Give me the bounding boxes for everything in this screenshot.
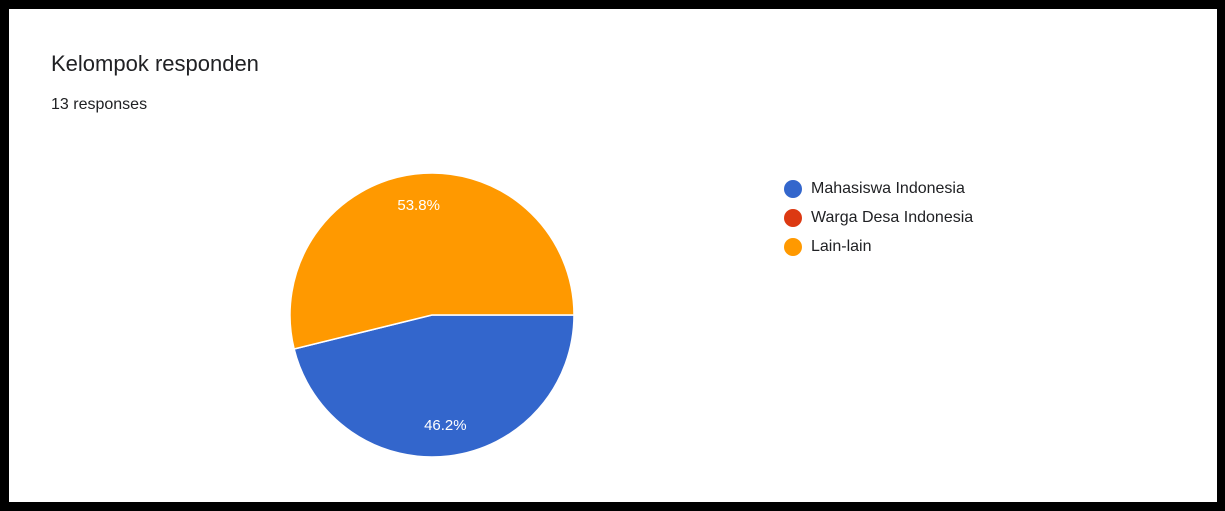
legend-item[interactable]: Warga Desa Indonesia (784, 203, 973, 232)
chart-card: Kelompok responden 13 responses 46.2% 53.… (9, 9, 1217, 502)
legend-item[interactable]: Mahasiswa Indonesia (784, 174, 973, 203)
legend-swatch-icon (784, 237, 802, 256)
slice-percent-label: 53.8% (397, 197, 440, 214)
pie-chart: 46.2% 53.8% (289, 172, 575, 458)
slice-percent-label: 46.2% (424, 417, 467, 434)
response-count: 13 responses (51, 96, 148, 113)
legend-label: Mahasiswa Indonesia (811, 179, 965, 197)
legend-label: Lain-lain (811, 237, 872, 255)
pie-labels: 46.2% 53.8% (397, 197, 466, 434)
legend-swatch-icon (784, 208, 802, 227)
pie-slice-mahasiswa-indonesia[interactable] (293, 314, 575, 458)
legend-item[interactable]: Lain-lain (784, 232, 973, 261)
pie-slices (289, 172, 575, 458)
legend-swatch-icon (784, 179, 802, 198)
chart-title: Kelompok responden (51, 51, 259, 76)
pie-slice-lain-lain[interactable] (289, 172, 575, 350)
legend-label: Warga Desa Indonesia (811, 208, 974, 226)
chart-legend: Mahasiswa Indonesia Warga Desa Indonesia L… (784, 174, 973, 261)
